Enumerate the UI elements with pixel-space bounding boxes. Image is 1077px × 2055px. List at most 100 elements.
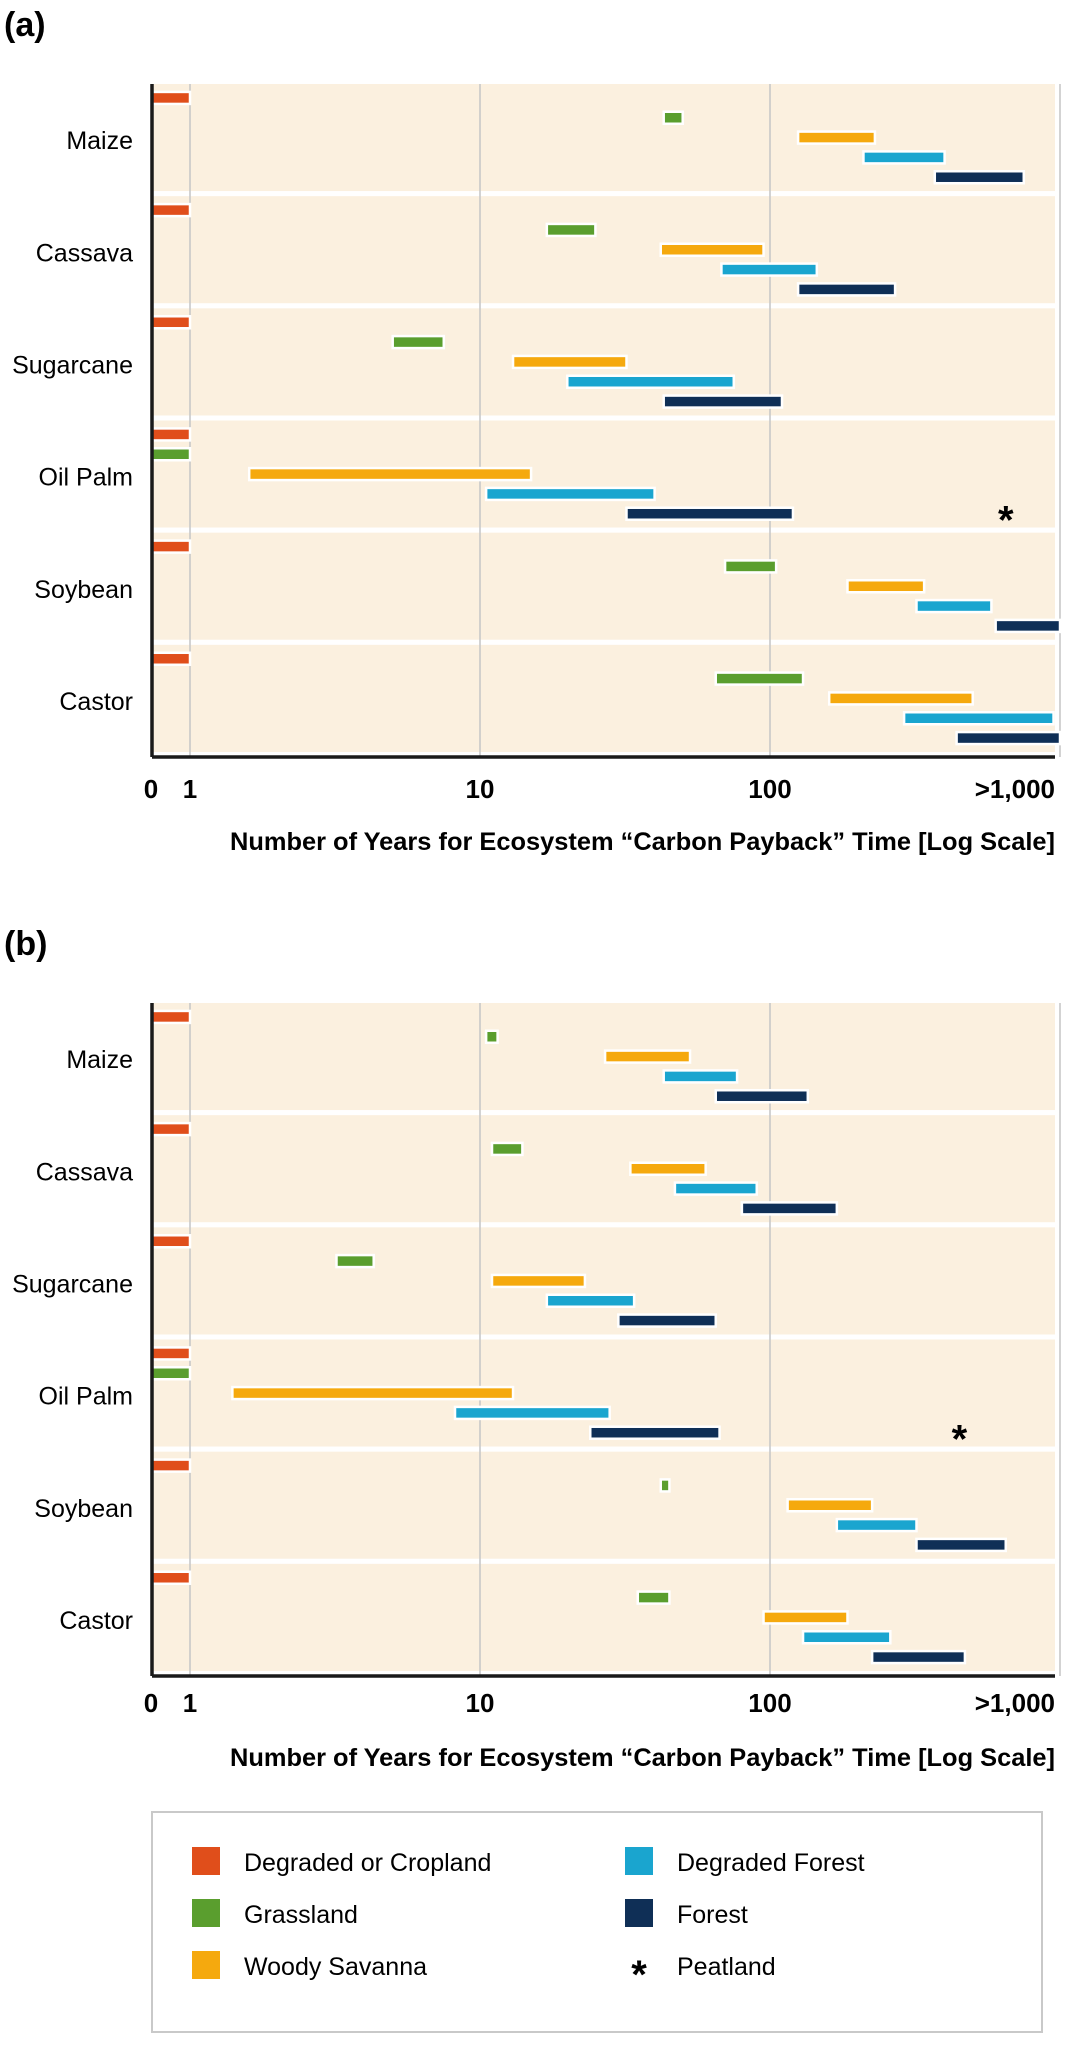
bar-woody-savanna — [762, 1610, 849, 1625]
bar-grassland — [391, 334, 446, 350]
bar-degraded-or-cropland — [150, 1121, 192, 1137]
bar-degraded-or-cropland — [150, 427, 192, 442]
x-tick-label: 1 — [183, 1688, 197, 1718]
row-separator — [151, 1110, 1055, 1116]
legend-swatch — [625, 1847, 653, 1875]
x-tick-label: 0 — [144, 1688, 158, 1718]
row-background — [152, 1451, 1055, 1559]
bar-forest — [617, 1313, 717, 1328]
bar-woody-savanna — [490, 1273, 587, 1289]
row-separator — [151, 1446, 1055, 1452]
legend-swatch — [192, 1951, 220, 1979]
category-label: Sugarcane — [12, 351, 133, 379]
row-separator — [151, 1334, 1055, 1340]
legend-label: Degraded Forest — [677, 1849, 865, 1877]
chart-row: Maize — [66, 84, 1055, 197]
bar-degraded-or-cropland — [150, 1346, 192, 1361]
x-tick-label: 10 — [466, 1688, 495, 1718]
bar-woody-savanna — [786, 1498, 874, 1513]
category-label: Cassava — [36, 1158, 133, 1186]
chart-row: Sugarcane — [12, 1227, 1055, 1340]
peatland-marker: * — [998, 499, 1014, 543]
bar-degraded-forest — [566, 374, 736, 389]
legend-swatch — [192, 1847, 220, 1875]
bar-forest — [955, 730, 1062, 746]
bar-grassland — [659, 1478, 671, 1493]
bar-degraded-forest — [545, 1293, 636, 1308]
bar-grassland — [662, 110, 684, 126]
bar-woody-savanna — [827, 691, 974, 706]
chart-row: Cassava — [36, 1115, 1055, 1228]
bar-grassland — [484, 1029, 499, 1045]
bar-degraded-or-cropland — [150, 202, 192, 218]
bar-grassland — [714, 671, 805, 686]
row-separator — [151, 1222, 1055, 1228]
x-axis-title: Number of Years for Ecosystem “Carbon Pa… — [230, 1744, 1055, 1772]
chart-row: Cassava — [36, 196, 1055, 309]
panel-label: (a) — [4, 6, 46, 44]
legend-label: Degraded or Cropland — [244, 1849, 491, 1877]
x-tick-label: 1 — [183, 774, 197, 804]
bar-forest — [915, 1537, 1007, 1553]
panel-label: (b) — [4, 925, 47, 963]
category-label: Soybean — [34, 1495, 133, 1523]
row-background — [152, 1115, 1055, 1223]
legend-label: Forest — [677, 1901, 748, 1929]
legend-swatch — [192, 1899, 220, 1927]
x-tick-label: >1,000 — [975, 774, 1055, 804]
bar-woody-savanna — [846, 579, 926, 594]
category-label: Castor — [59, 1607, 133, 1635]
bar-woody-savanna — [796, 130, 877, 145]
bar-forest — [740, 1201, 839, 1216]
chart-row: Soybean — [34, 1451, 1055, 1564]
legend-label: Woody Savanna — [244, 1953, 427, 1981]
row-background — [152, 196, 1055, 304]
row-separator — [151, 1558, 1055, 1564]
category-label: Soybean — [34, 576, 133, 604]
row-background — [152, 1227, 1055, 1335]
x-tick-label: >1,000 — [975, 1688, 1055, 1718]
bar-grassland — [545, 222, 597, 238]
bar-forest — [714, 1088, 810, 1104]
row-separator — [151, 191, 1055, 197]
category-label: Maize — [66, 127, 133, 155]
category-label: Oil Palm — [39, 464, 133, 492]
x-tick-label: 10 — [466, 774, 495, 804]
x-tick-label: 100 — [748, 1688, 791, 1718]
legend-label: Peatland — [677, 1953, 776, 1981]
row-separator — [151, 303, 1055, 309]
bar-forest — [589, 1425, 721, 1440]
bar-woody-savanna — [247, 466, 533, 482]
legend-item-degraded-forest: Degraded Forest — [625, 1847, 865, 1877]
legend-box — [151, 1811, 1043, 2033]
bar-degraded-or-cropland — [150, 1570, 192, 1586]
chart-panel-b: (b) Maize Cassava Sugarcane Oil Palm Soybean C… — [4, 925, 1061, 1772]
row-background — [152, 84, 1055, 192]
bar-degraded-or-cropland — [150, 315, 192, 330]
row-separator — [151, 639, 1055, 645]
bar-forest — [870, 1649, 967, 1665]
bar-woody-savanna — [629, 1161, 707, 1176]
category-label: Castor — [59, 688, 133, 716]
peatland-marker: * — [952, 1418, 968, 1462]
legend: Degraded or Cropland Degraded Forest Grass… — [151, 1811, 1043, 2033]
bar-degraded-forest — [453, 1405, 611, 1421]
bar-degraded-forest — [484, 486, 656, 502]
x-tick-label: 0 — [144, 774, 158, 804]
category-label: Oil Palm — [39, 1383, 133, 1411]
chart-row: Maize — [66, 1003, 1055, 1116]
bar-degraded-forest — [902, 710, 1055, 726]
category-label: Maize — [66, 1046, 133, 1074]
category-label: Sugarcane — [12, 1270, 133, 1298]
chart-panel-a: (a) Maize Cassava Sugarcane Oil Palm Soybean C… — [4, 6, 1062, 856]
bar-grassland — [335, 1253, 375, 1269]
legend-item-forest: Forest — [625, 1899, 748, 1929]
bar-woody-savanna — [603, 1049, 692, 1064]
bar-degraded-or-cropland — [150, 539, 192, 554]
legend-item-degraded-or-cropland: Degraded or Cropland — [192, 1847, 491, 1877]
bar-degraded-forest — [835, 1517, 918, 1533]
bar-forest — [796, 282, 897, 297]
bar-forest — [625, 506, 795, 521]
bar-degraded-or-cropland — [150, 1458, 192, 1473]
